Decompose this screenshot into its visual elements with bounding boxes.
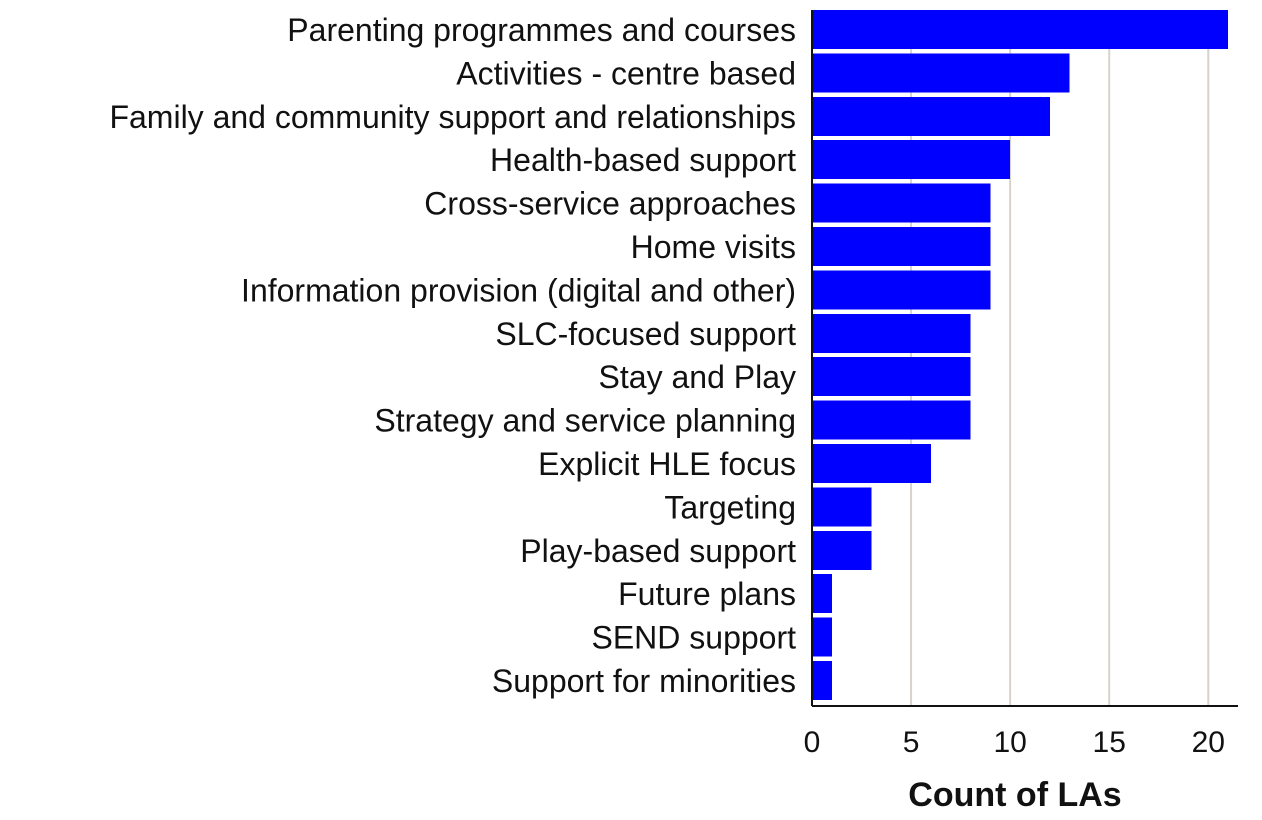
bar-explicit-hle-focus bbox=[812, 444, 931, 483]
x-tick-label-0: 0 bbox=[804, 726, 821, 759]
category-label-cross-service-approaches: Cross-service approaches bbox=[424, 186, 796, 222]
category-label-send-support: SEND support bbox=[591, 620, 796, 656]
category-labels-group: Parenting programmes and courses Activiti… bbox=[109, 12, 796, 699]
bar-strategy-and-service-planning bbox=[812, 400, 971, 440]
category-label-future-plans: Future plans bbox=[618, 576, 796, 612]
bar-stay-and-play bbox=[812, 357, 971, 397]
bar-cross-service-approaches bbox=[812, 183, 991, 223]
x-tick-label-10: 10 bbox=[993, 726, 1026, 759]
category-label-family-and-community-support-and-relationships: Family and community support and relatio… bbox=[109, 99, 796, 135]
bars-group bbox=[812, 10, 1229, 700]
x-axis-title: Count of LAs bbox=[908, 776, 1121, 814]
axis-group bbox=[811, 10, 1238, 707]
bar-support-for-minorities bbox=[812, 661, 832, 700]
bar-play-based-support bbox=[812, 530, 872, 570]
bar-future-plans bbox=[812, 574, 832, 614]
category-label-support-for-minorities: Support for minorities bbox=[492, 663, 796, 699]
tick-labels-group: 0 5 10 15 20 bbox=[804, 726, 1225, 759]
bar-parenting-programmes-and-courses bbox=[812, 10, 1229, 49]
bar-activities-centre-based bbox=[812, 53, 1070, 93]
category-label-slc-focused-support: SLC-focused support bbox=[495, 316, 796, 352]
category-label-health-based-support: Health-based support bbox=[490, 142, 796, 178]
bar-send-support bbox=[812, 617, 832, 657]
bar-slc-focused-support bbox=[812, 313, 971, 353]
category-label-parenting-programmes-and-courses: Parenting programmes and courses bbox=[287, 12, 796, 48]
x-tick-label-15: 15 bbox=[1093, 726, 1126, 759]
category-label-activities-centre-based: Activities - centre based bbox=[456, 55, 796, 91]
x-tick-label-20: 20 bbox=[1192, 726, 1225, 759]
category-label-information-provision-digital-and-other: Information provision (digital and other… bbox=[241, 272, 796, 308]
category-label-strategy-and-service-planning: Strategy and service planning bbox=[374, 403, 796, 439]
category-label-stay-and-play: Stay and Play bbox=[599, 359, 796, 395]
category-label-explicit-hle-focus: Explicit HLE focus bbox=[538, 446, 796, 482]
bar-information-provision-digital-and-other bbox=[812, 270, 991, 310]
category-label-home-visits: Home visits bbox=[631, 229, 796, 265]
x-tick-label-5: 5 bbox=[903, 726, 920, 759]
bar-health-based-support bbox=[812, 140, 1011, 180]
bar-targeting bbox=[812, 487, 872, 527]
category-label-play-based-support: Play-based support bbox=[520, 533, 796, 569]
bar-home-visits bbox=[812, 227, 991, 266]
category-label-targeting: Targeting bbox=[664, 489, 796, 525]
bar-family-and-community-support-and-relationships bbox=[812, 96, 1050, 136]
